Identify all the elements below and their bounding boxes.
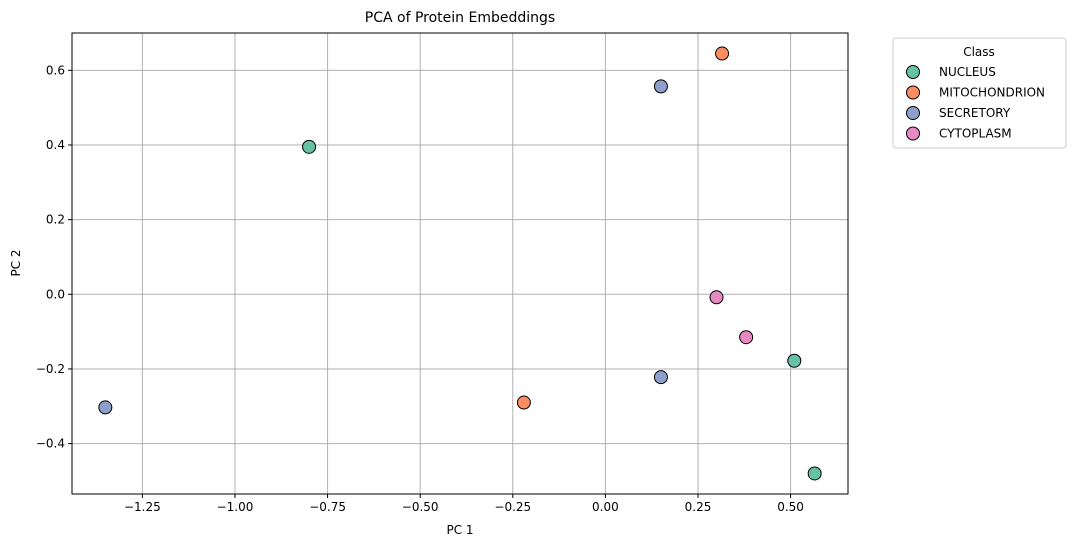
- y-tick-label: 0.6: [46, 63, 65, 77]
- x-tick-label: 0.00: [592, 500, 619, 514]
- axis-ticks: −1.25 −1.00 −0.75 −0.50 −0.25 0.00 0.25 0.50 −0.…: [36, 63, 804, 514]
- point-mitochondrion: [715, 46, 730, 61]
- point-nucleus: [302, 139, 317, 154]
- legend-title: Class: [963, 45, 995, 59]
- plot-area-frame: [71, 32, 849, 495]
- y-tick-label: 0.0: [46, 287, 65, 301]
- legend: Class NUCLEUS MITOCHONDRION SECRETORY CYTOP…: [892, 37, 1067, 149]
- legend-label-secretory: SECRETORY: [939, 106, 1011, 120]
- x-tick-label: −0.50: [402, 500, 439, 514]
- point-cytoplasm: [739, 330, 754, 345]
- x-tick-label: 0.25: [685, 500, 712, 514]
- chart-title: PCA of Protein Embeddings: [365, 10, 555, 26]
- x-axis-label: PC 1: [446, 523, 473, 537]
- point-secretory: [653, 370, 668, 385]
- x-tick-label: 0.50: [777, 500, 804, 514]
- legend-marker-secretory: [906, 106, 920, 120]
- legend-label-nucleus: NUCLEUS: [939, 65, 996, 79]
- y-axis-label: PC 2: [9, 249, 23, 276]
- legend-marker-nucleus: [906, 65, 920, 79]
- point-nucleus: [787, 353, 802, 368]
- point-mitochondrion: [516, 395, 531, 410]
- y-tick-label: −0.4: [36, 437, 65, 451]
- y-tick-label: 0.4: [46, 138, 65, 152]
- x-tick-label: −1.25: [124, 500, 161, 514]
- point-nucleus: [807, 466, 822, 481]
- x-tick-label: −0.25: [494, 500, 531, 514]
- scatter-points: [98, 46, 822, 481]
- legend-marker-mitochondrion: [906, 85, 920, 100]
- legend-marker-cytoplasm: [906, 126, 920, 141]
- legend-items: NUCLEUS MITOCHONDRION SECRETORY CYTOPLASM: [906, 65, 1045, 141]
- y-tick-label: −0.2: [36, 362, 65, 376]
- point-secretory: [653, 79, 668, 94]
- legend-frame: [892, 37, 1067, 149]
- point-secretory: [98, 400, 113, 415]
- x-tick-label: −0.75: [309, 500, 346, 514]
- point-cytoplasm: [709, 290, 724, 305]
- x-tick-label: −1.00: [217, 500, 254, 514]
- legend-label-cytoplasm: CYTOPLASM: [939, 127, 1012, 141]
- y-tick-label: 0.2: [46, 213, 65, 227]
- legend-label-mitochondrion: MITOCHONDRION: [939, 86, 1045, 100]
